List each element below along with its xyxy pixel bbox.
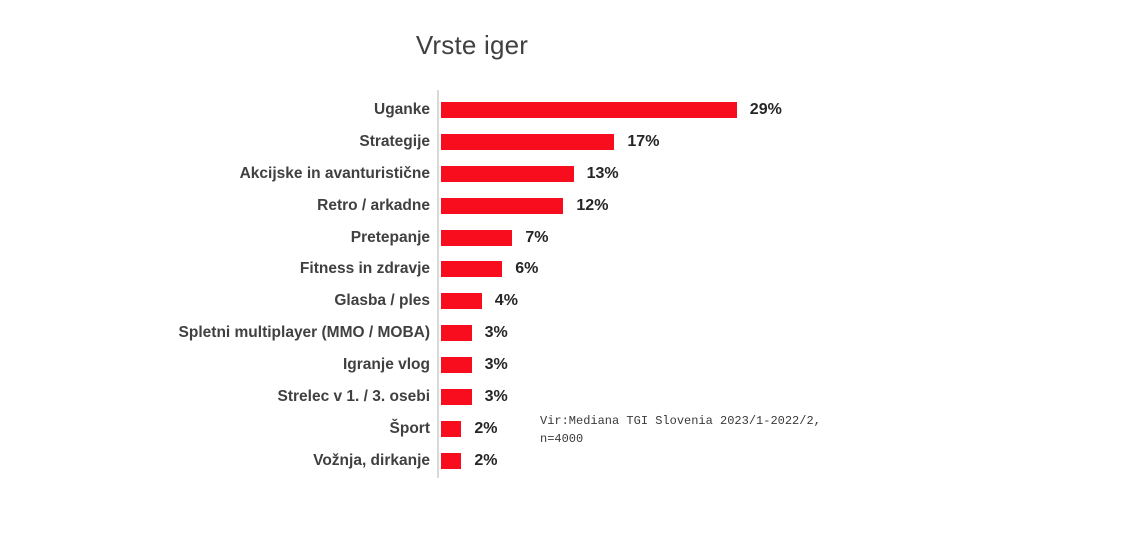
- value-label: 3%: [484, 387, 508, 405]
- bar: [441, 101, 737, 118]
- bar-row: Retro / arkadne 12%: [0, 190, 1136, 222]
- bar-row: Strelec v 1. / 3. osebi 3%: [0, 381, 1136, 413]
- category-label: Šport: [389, 419, 430, 437]
- value-label: 3%: [484, 324, 508, 342]
- chart-title: Vrste iger: [415, 30, 529, 60]
- bar-area: 3%: [441, 388, 508, 406]
- bar-area: 17%: [441, 133, 659, 151]
- bar: [441, 357, 472, 374]
- category-label: Strategije: [359, 132, 430, 150]
- bar-area: 7%: [441, 229, 549, 247]
- source-note-line1: Vir:Mediana TGI Slovenia 2023/1-2022/2,: [540, 414, 821, 428]
- category-label: Glasba / ples: [334, 292, 430, 310]
- bar: [441, 293, 482, 310]
- bar-row: Igranje vlog 3%: [0, 349, 1136, 381]
- bar-row: Akcijske in avanturistične 13%: [0, 158, 1136, 190]
- category-label: Akcijske in avanturistične: [239, 164, 430, 182]
- category-label: Vožnja, dirkanje: [313, 451, 430, 469]
- bar-area: 2%: [441, 452, 498, 470]
- source-note: Vir:Mediana TGI Slovenia 2023/1-2022/2, …: [540, 412, 821, 448]
- bar-rows: Uganke 29% Strategije 17% Akcijske in av…: [0, 94, 1136, 477]
- bar-row: Glasba / ples 4%: [0, 285, 1136, 317]
- category-label: Retro / arkadne: [317, 196, 430, 214]
- value-label: 7%: [525, 228, 549, 246]
- category-label: Spletni multiplayer (MMO / MOBA): [178, 324, 430, 342]
- bar-row: Fitness in zdravje 6%: [0, 253, 1136, 285]
- category-label: Pretepanje: [350, 228, 430, 246]
- bar-area: 13%: [441, 165, 619, 183]
- bar-area: 6%: [441, 260, 538, 278]
- bar-area: 3%: [441, 324, 508, 342]
- y-axis-line: [437, 90, 439, 478]
- value-label: 2%: [474, 419, 498, 437]
- value-label: 13%: [586, 164, 619, 182]
- bar: [441, 165, 574, 182]
- bar-area: 2%: [441, 420, 498, 438]
- category-label: Fitness in zdravje: [299, 260, 430, 278]
- bar-area: 4%: [441, 292, 518, 310]
- bar-row: Vožnja, dirkanje 2%: [0, 445, 1136, 477]
- bar-area: 12%: [441, 197, 608, 215]
- value-label: 4%: [494, 292, 518, 310]
- bar: [441, 133, 615, 150]
- bar-row: Uganke 29%: [0, 94, 1136, 126]
- source-note-line2: n=4000: [540, 432, 584, 446]
- bar: [441, 420, 462, 437]
- bar-row: Pretepanje 7%: [0, 222, 1136, 254]
- bar: [441, 325, 472, 342]
- value-label: 6%: [515, 260, 539, 278]
- value-label: 2%: [474, 451, 498, 469]
- category-label: Igranje vlog: [343, 356, 430, 374]
- bar-row: Šport 2%: [0, 413, 1136, 445]
- bar-row: Strategije 17%: [0, 126, 1136, 158]
- value-label: 12%: [576, 196, 609, 214]
- value-label: 3%: [484, 356, 508, 374]
- value-label: 29%: [749, 100, 782, 118]
- bar: [441, 261, 503, 278]
- bar-area: 3%: [441, 356, 508, 374]
- bar-row: Spletni multiplayer (MMO / MOBA) 3%: [0, 317, 1136, 349]
- bar-area: 29%: [441, 101, 782, 119]
- bar: [441, 388, 472, 405]
- bar: [441, 197, 564, 214]
- bar: [441, 229, 513, 246]
- bar: [441, 452, 462, 469]
- category-label: Strelec v 1. / 3. osebi: [277, 387, 431, 405]
- category-label: Uganke: [374, 100, 430, 118]
- value-label: 17%: [627, 132, 660, 150]
